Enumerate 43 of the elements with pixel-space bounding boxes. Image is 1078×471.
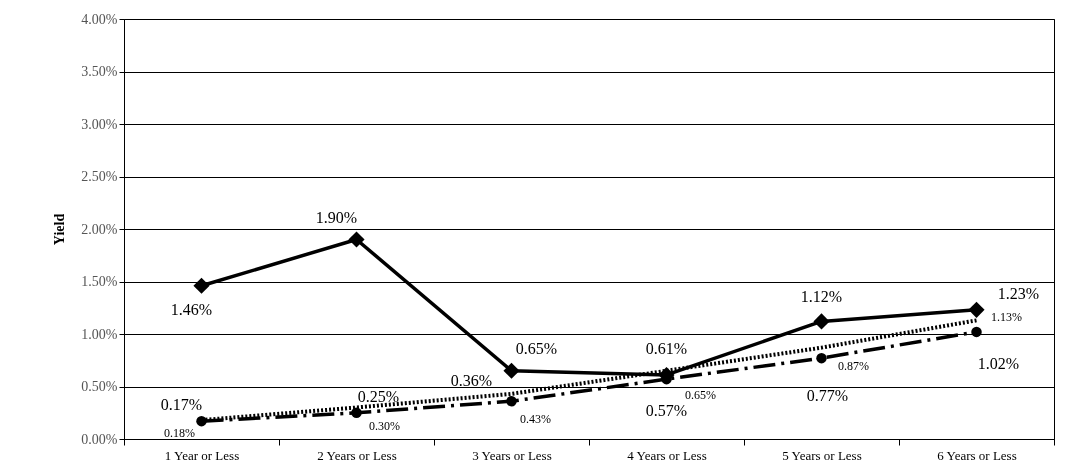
x-tick-label: 2 Years or Less bbox=[317, 447, 397, 463]
data-label: 1.23% bbox=[997, 284, 1040, 302]
data-label: 0.65% bbox=[515, 339, 558, 357]
y-tick-label: 3.50% bbox=[81, 64, 118, 79]
x-tick-label: 3 Years or Less bbox=[472, 447, 552, 463]
point bbox=[503, 362, 520, 379]
y-tick-label: 2.50% bbox=[81, 169, 118, 184]
point bbox=[816, 352, 827, 364]
y-tick-label: 1.00% bbox=[81, 326, 118, 342]
data-label: 0.57% bbox=[645, 402, 688, 420]
point bbox=[813, 313, 830, 330]
y-axis-title: Yield bbox=[52, 213, 68, 246]
data-label: 0.18% bbox=[164, 426, 195, 441]
y-tick-label: 4.00% bbox=[81, 11, 118, 27]
y-tick-label: 1.50% bbox=[81, 274, 118, 289]
y-tick-label: 0.00% bbox=[81, 431, 118, 447]
x-tick-label: 5 Years or Less bbox=[782, 447, 862, 463]
point bbox=[971, 326, 982, 338]
data-label: 0.77% bbox=[806, 387, 849, 405]
data-label: 0.65% bbox=[685, 387, 716, 402]
data-label: 1.13% bbox=[991, 310, 1022, 325]
y-tick-label: 2.00% bbox=[81, 221, 118, 237]
data-label: 1.46% bbox=[170, 300, 213, 318]
data-label: 0.61% bbox=[645, 339, 688, 357]
point bbox=[193, 277, 210, 294]
x-tick-label: 4 Years or Less bbox=[627, 447, 707, 463]
data-label: 1.90% bbox=[315, 208, 358, 226]
point bbox=[506, 395, 517, 407]
y-tick-label: 3.00% bbox=[81, 116, 118, 132]
data-label: 0.17% bbox=[160, 396, 203, 414]
data-label: 0.87% bbox=[838, 358, 869, 373]
y-tick-label: 0.50% bbox=[81, 379, 118, 394]
data-label: 0.25% bbox=[357, 387, 400, 405]
data-label: 1.02% bbox=[977, 354, 1020, 372]
x-tick-label: 1 Year or Less bbox=[164, 447, 240, 463]
data-label: 0.43% bbox=[520, 411, 551, 426]
point bbox=[351, 407, 362, 418]
point bbox=[348, 231, 365, 248]
data-label: 0.30% bbox=[369, 418, 400, 433]
data-label: 1.12% bbox=[800, 288, 843, 306]
x-tick-label: 6 Years or Less bbox=[937, 447, 1017, 463]
data-label: 0.36% bbox=[450, 372, 493, 390]
point bbox=[968, 301, 985, 318]
